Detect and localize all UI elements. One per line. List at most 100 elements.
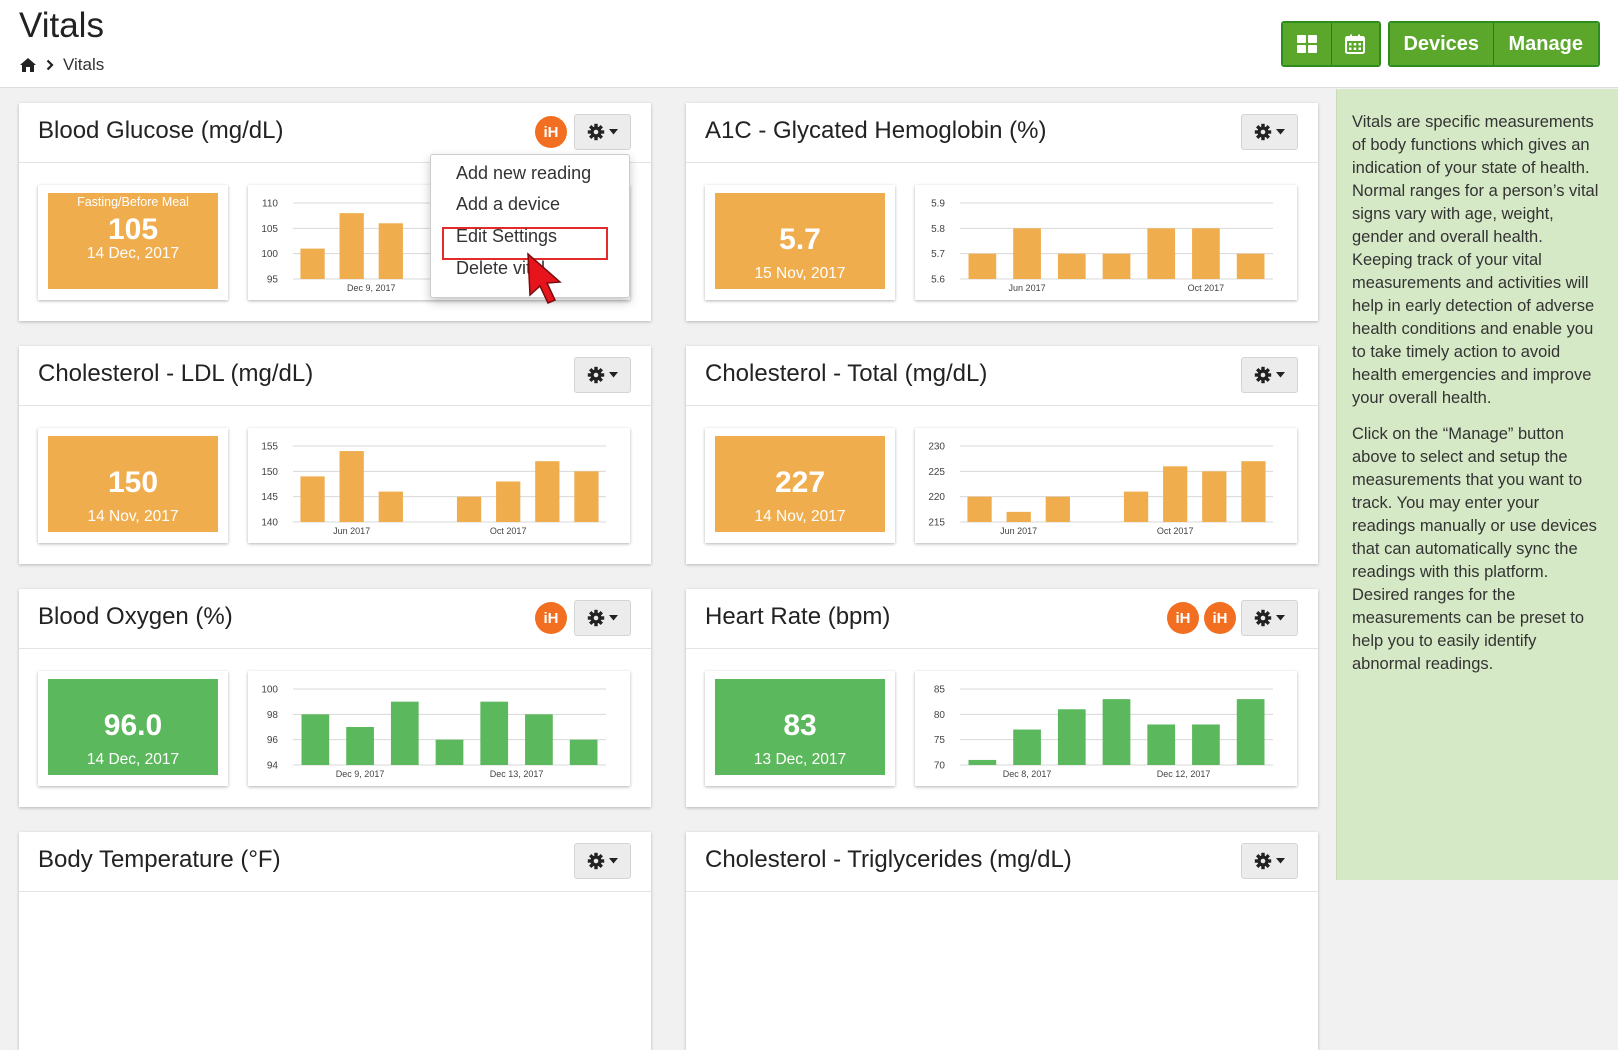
- chart-bar[interactable]: [300, 476, 325, 522]
- breadcrumb: Vitals: [19, 55, 104, 75]
- caret-down-icon: [609, 129, 618, 135]
- chart-bar[interactable]: [346, 727, 374, 765]
- chart-bar[interactable]: [1147, 724, 1176, 765]
- chart-bar[interactable]: [1045, 496, 1070, 522]
- settings-gear-button[interactable]: [1241, 843, 1298, 879]
- latest-value-box[interactable]: 227 14 Nov, 2017: [715, 436, 885, 532]
- chart-bar[interactable]: [1192, 228, 1220, 279]
- card-title: Heart Rate (bpm): [705, 603, 891, 630]
- ihealth-device-badge[interactable]: iH: [535, 602, 567, 634]
- menu-item-edit-settings[interactable]: Edit Settings: [456, 226, 558, 246]
- chart-bar[interactable]: [456, 496, 482, 522]
- y-tick-label: 85: [934, 685, 946, 696]
- caret-down-icon: [1276, 858, 1285, 864]
- settings-gear-button[interactable]: [574, 843, 631, 879]
- chart-bar[interactable]: [968, 759, 997, 765]
- latest-value-box[interactable]: Fasting/Before Meal 105 14 Dec, 2017: [48, 193, 218, 289]
- chart-bar[interactable]: [301, 714, 330, 765]
- devices-button[interactable]: Devices: [1390, 23, 1493, 65]
- gear-icon: [1254, 852, 1272, 870]
- latest-value-box[interactable]: 150 14 Nov, 2017: [48, 436, 218, 532]
- settings-gear-button[interactable]: [574, 600, 631, 636]
- chart-bar[interactable]: [1241, 461, 1266, 522]
- ihealth-device-badge[interactable]: iH: [535, 116, 567, 148]
- latest-value-box[interactable]: 96.0 14 Dec, 2017: [48, 679, 218, 775]
- settings-gear-button[interactable]: [1241, 600, 1298, 636]
- chart-bar[interactable]: [1147, 228, 1176, 279]
- y-tick-label: 230: [928, 442, 945, 453]
- chart-bar[interactable]: [390, 701, 419, 765]
- bar-chart: 85 80 75 70 Dec 8, 2017 Dec 12, 2017: [934, 685, 1273, 779]
- menu-item-add-reading[interactable]: Add new reading: [456, 163, 592, 183]
- info-sidebar: Vitals are specific measurements of body…: [1336, 89, 1618, 880]
- chart-bar[interactable]: [968, 253, 997, 279]
- chart-bar[interactable]: [378, 223, 403, 279]
- page-title: Vitals: [19, 6, 104, 45]
- y-tick-label: 5.7: [931, 249, 945, 260]
- y-tick-label: 150: [261, 467, 278, 478]
- chart-bar[interactable]: [574, 471, 599, 522]
- chart-bar[interactable]: [1236, 699, 1265, 765]
- y-tick-label: 155: [261, 442, 278, 453]
- settings-gear-button[interactable]: [574, 114, 631, 150]
- x-tick-label: Jun 2017: [1009, 283, 1046, 293]
- chart-bar[interactable]: [525, 714, 553, 765]
- chart-bar[interactable]: [480, 701, 509, 765]
- chart-bar[interactable]: [1202, 471, 1227, 522]
- latest-value-box[interactable]: 83 13 Dec, 2017: [715, 679, 885, 775]
- history-chart-panel: 100 98 96 94 Dec 9, 2017 Dec 13, 2017: [248, 671, 630, 786]
- settings-gear-button[interactable]: [574, 357, 631, 393]
- chart-bar[interactable]: [1123, 491, 1149, 522]
- chart-bar[interactable]: [1102, 253, 1131, 279]
- calendar-view-button[interactable]: [1330, 23, 1379, 65]
- chart-bar[interactable]: [1006, 511, 1031, 522]
- menu-item-delete-vital[interactable]: Delete vital: [456, 258, 546, 278]
- chart-bar[interactable]: [1057, 709, 1086, 765]
- chart-bar[interactable]: [535, 461, 560, 522]
- chart-bar[interactable]: [1013, 729, 1041, 765]
- ihealth-device-badge[interactable]: iH: [1204, 602, 1236, 634]
- gear-icon: [587, 609, 605, 627]
- info-paragraph: Click on the “Manage” button above to se…: [1352, 425, 1597, 673]
- card-header: Heart Rate (bpm) iH iH: [686, 589, 1318, 649]
- chart-bar[interactable]: [378, 491, 403, 522]
- chart-bar[interactable]: [1192, 724, 1220, 765]
- chart-bar[interactable]: [339, 451, 364, 522]
- ihealth-device-badge[interactable]: iH: [1167, 602, 1199, 634]
- y-tick-label: 70: [934, 761, 946, 772]
- y-tick-label: 145: [261, 492, 278, 503]
- menu-item-add-device[interactable]: Add a device: [456, 194, 561, 214]
- chart-bar[interactable]: [300, 248, 325, 279]
- caret-down-icon: [1276, 372, 1285, 378]
- latest-value-panel: 83 13 Dec, 2017: [705, 671, 895, 786]
- latest-value-box[interactable]: 5.7 15 Nov, 2017: [715, 193, 885, 289]
- y-tick-label: 80: [934, 710, 946, 721]
- history-chart-panel: 230 225 220 215 Jun 2017 Oct 2017: [915, 428, 1297, 543]
- vital-card: Heart Rate (bpm) iH iH 83 13 Dec, 2017 85 80 75…: [686, 589, 1318, 807]
- card-header: Blood Glucose (mg/dL) iH: [19, 103, 651, 163]
- chart-bar[interactable]: [339, 213, 364, 279]
- y-tick-label: 100: [261, 249, 278, 260]
- chart-bar[interactable]: [1057, 253, 1086, 279]
- y-tick-label: 5.8: [931, 224, 945, 235]
- chart-bar[interactable]: [1163, 466, 1188, 522]
- y-tick-label: 5.9: [931, 199, 945, 210]
- chart-bar[interactable]: [967, 496, 992, 522]
- settings-gear-button[interactable]: [1241, 357, 1298, 393]
- home-icon[interactable]: [19, 57, 37, 73]
- bar-chart: 155 150 145 140 Jun 2017 Oct 2017: [261, 442, 606, 536]
- chart-bar[interactable]: [435, 739, 464, 765]
- card-header: Blood Oxygen (%) iH: [19, 589, 651, 649]
- chart-bar[interactable]: [1013, 228, 1041, 279]
- manage-button[interactable]: Manage: [1492, 23, 1598, 65]
- y-tick-label: 215: [928, 518, 945, 529]
- settings-gear-button[interactable]: [1241, 114, 1298, 150]
- latest-value-panel: 150 14 Nov, 2017: [38, 428, 228, 543]
- card-title: Blood Glucose (mg/dL): [38, 117, 284, 144]
- chart-bar[interactable]: [1102, 699, 1131, 765]
- x-tick-label: Dec 9, 2017: [336, 769, 385, 779]
- chart-bar[interactable]: [496, 481, 521, 522]
- grid-view-button[interactable]: [1283, 23, 1331, 65]
- chart-bar[interactable]: [1236, 253, 1265, 279]
- chart-bar[interactable]: [569, 739, 598, 765]
